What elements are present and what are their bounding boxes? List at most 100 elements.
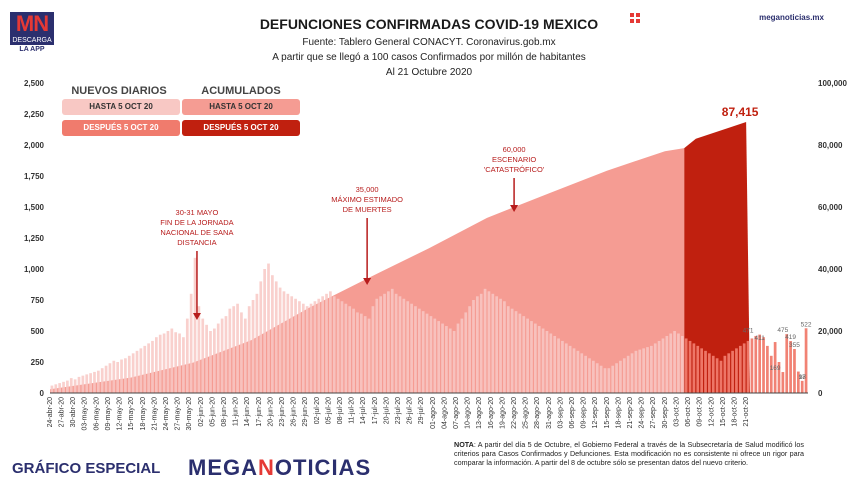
y-left-tick-label: 250 bbox=[31, 358, 45, 367]
x-tick-label: 18-sep-20 bbox=[615, 397, 622, 429]
daily-bar bbox=[127, 355, 131, 393]
daily-bar bbox=[611, 365, 615, 393]
daily-bar bbox=[58, 383, 62, 393]
x-tick-label: 26-jul-20 bbox=[407, 397, 414, 424]
daily-bar bbox=[619, 360, 622, 393]
daily-bar bbox=[545, 331, 549, 393]
y-left-tick-label: 2,000 bbox=[24, 141, 45, 150]
daily-bar bbox=[487, 291, 491, 393]
logo-app: LA APP bbox=[19, 46, 45, 53]
daily-bar bbox=[162, 333, 166, 393]
x-tick-label: 15-may-20 bbox=[128, 397, 135, 431]
x-tick-label: 30-sep-20 bbox=[662, 397, 669, 429]
x-tick-label: 06-sep-20 bbox=[569, 397, 576, 429]
y-right-tick-label: 40,000 bbox=[818, 265, 843, 274]
x-tick-label: 18-may-20 bbox=[140, 397, 147, 431]
daily-bar bbox=[537, 326, 541, 393]
daily-bar bbox=[758, 334, 762, 393]
daily-bar bbox=[572, 348, 576, 393]
daily-bar bbox=[120, 359, 123, 393]
daily-bar bbox=[456, 323, 460, 393]
daily-bar bbox=[340, 301, 344, 393]
daily-bar bbox=[781, 372, 785, 393]
daily-bar bbox=[518, 313, 522, 393]
daily-bar bbox=[77, 376, 81, 393]
x-tick-label: 17-jun-20 bbox=[256, 397, 263, 427]
daily-bar bbox=[789, 341, 792, 393]
daily-bar bbox=[383, 293, 386, 393]
daily-bar bbox=[599, 365, 603, 393]
daily-bar bbox=[785, 334, 789, 393]
daily-bar bbox=[723, 355, 727, 393]
meganoticias-logo[interactable]: MN DESCARGA LA APP bbox=[10, 12, 54, 55]
daily-bar bbox=[305, 306, 309, 393]
y-right-tick-label: 100,000 bbox=[818, 79, 847, 88]
x-tick-label: 01-ago-20 bbox=[430, 397, 437, 429]
daily-bar bbox=[653, 343, 657, 393]
x-tick-label: 29-jun-20 bbox=[302, 397, 309, 427]
bar-data-label: 471 bbox=[743, 328, 754, 335]
daily-bar bbox=[584, 355, 587, 393]
daily-bar bbox=[166, 331, 170, 393]
x-tick-label: 24-abr-20 bbox=[47, 397, 54, 427]
daily-bar bbox=[213, 328, 216, 393]
daily-bar bbox=[182, 337, 185, 393]
daily-bar bbox=[793, 348, 796, 393]
daily-bar bbox=[294, 298, 297, 393]
y-right-tick-label: 0 bbox=[818, 389, 823, 398]
daily-bar bbox=[321, 296, 325, 393]
x-tick-label: 30-may-20 bbox=[186, 397, 193, 431]
daily-bar bbox=[533, 323, 537, 393]
daily-bar bbox=[112, 360, 116, 393]
annotation-text: NACIONAL DE SANA bbox=[160, 228, 233, 237]
daily-bar bbox=[104, 365, 108, 393]
daily-bar bbox=[410, 303, 413, 393]
daily-bar bbox=[398, 296, 402, 393]
daily-bar bbox=[267, 263, 270, 393]
daily-bar bbox=[615, 363, 618, 393]
daily-bar bbox=[650, 345, 653, 393]
daily-bar bbox=[290, 296, 294, 393]
daily-bar bbox=[344, 303, 348, 393]
site-url[interactable]: meganoticias.mx bbox=[759, 13, 824, 22]
daily-bar bbox=[777, 362, 781, 393]
x-tick-label: 17-jul-20 bbox=[372, 397, 379, 424]
x-tick-label: 08-jul-20 bbox=[337, 397, 344, 424]
daily-bar bbox=[692, 343, 696, 393]
y-right-tick-label: 60,000 bbox=[818, 203, 843, 212]
grid-icon[interactable] bbox=[630, 13, 640, 23]
x-tick-label: 21-may-20 bbox=[151, 397, 158, 431]
legend-cumulative-heading: ACUMULADOS bbox=[201, 85, 281, 97]
bar-data-label: 419 bbox=[785, 334, 796, 341]
x-tick-label: 25-ago-20 bbox=[523, 397, 530, 429]
x-tick-label: 29-jul-20 bbox=[418, 397, 425, 424]
chart-subtitle: A partir que se llegó a 100 casos Confir… bbox=[272, 52, 586, 63]
daily-bar bbox=[626, 355, 630, 393]
daily-bar bbox=[278, 287, 282, 393]
daily-bar bbox=[387, 291, 390, 393]
x-tick-label: 05-jun-20 bbox=[209, 397, 216, 427]
x-tick-label: 21-sep-20 bbox=[627, 397, 634, 429]
daily-bar bbox=[769, 355, 773, 393]
daily-bar bbox=[468, 306, 471, 393]
daily-bar bbox=[661, 338, 665, 393]
daily-bar bbox=[719, 360, 723, 393]
daily-bar bbox=[580, 353, 584, 393]
daily-bar bbox=[460, 318, 464, 393]
y-left-tick-label: 1,750 bbox=[24, 172, 45, 181]
x-tick-label: 23-jun-20 bbox=[279, 397, 286, 427]
footer-note: NOTA: A partir del día 5 de Octubre, el … bbox=[454, 440, 804, 467]
daily-bar bbox=[96, 370, 100, 393]
annotation-text: DISTANCIA bbox=[177, 238, 216, 247]
daily-bar bbox=[197, 306, 201, 393]
daily-bar bbox=[359, 313, 363, 393]
daily-bar bbox=[85, 374, 89, 393]
annotation-arrow-head bbox=[192, 313, 201, 320]
x-tick-label: 12-oct-20 bbox=[708, 397, 715, 427]
daily-bar bbox=[561, 340, 564, 393]
daily-bar bbox=[406, 301, 410, 393]
daily-bar bbox=[240, 312, 243, 393]
daily-bar bbox=[356, 312, 359, 393]
x-tick-label: 21-oct-20 bbox=[743, 397, 750, 427]
